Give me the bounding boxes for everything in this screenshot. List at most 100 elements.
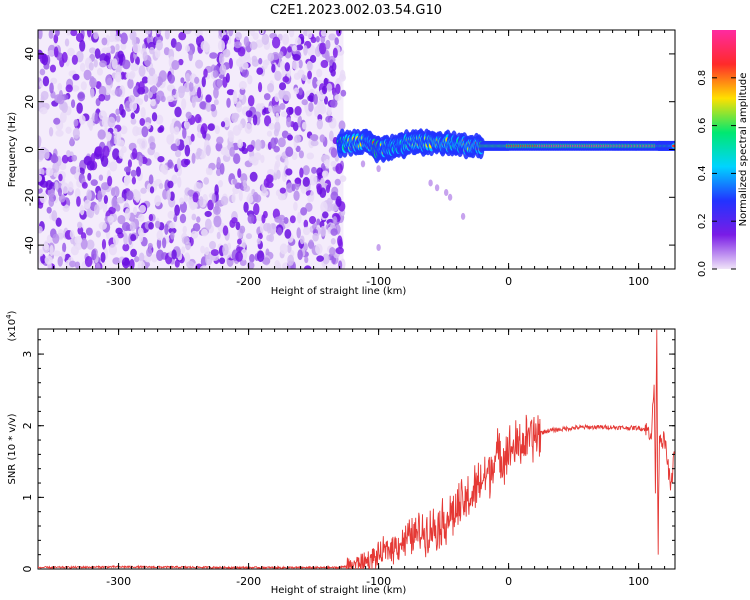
noise-cell: [203, 68, 208, 78]
noise-cell: [117, 214, 126, 225]
noise-cell: [81, 181, 88, 189]
noise-cell: [243, 185, 251, 192]
noise-cell: [239, 225, 246, 234]
noise-cell: [287, 254, 295, 266]
noise-cell: [330, 99, 338, 108]
scatter-point: [376, 165, 381, 173]
noise-cell: [86, 239, 95, 250]
noise-cell: [330, 203, 339, 212]
noise-cell: [247, 95, 255, 107]
noise-cell: [274, 160, 281, 168]
noise-cell: [286, 117, 292, 128]
noise-cell: [147, 242, 153, 249]
noise-cell: [237, 123, 243, 131]
noise-cell: [141, 126, 149, 138]
noise-cell: [55, 30, 60, 37]
noise-cell: [188, 49, 193, 62]
noise-cell: [53, 34, 59, 44]
noise-cell: [307, 60, 313, 71]
noise-cell: [213, 215, 222, 228]
noise-cell: [120, 32, 128, 45]
noise-cell: [112, 257, 121, 265]
noise-cell: [220, 147, 229, 156]
noise-cell: [48, 197, 55, 208]
noise-cell: [321, 211, 329, 219]
noise-cell: [120, 42, 127, 51]
noise-cell: [39, 192, 47, 204]
noise-cell: [315, 35, 320, 43]
noise-cell: [309, 134, 318, 141]
noise-cell: [52, 161, 60, 173]
noise-cell: [266, 222, 271, 234]
noise-cell: [258, 57, 263, 65]
noise-cell: [316, 255, 324, 262]
noise-cell: [301, 121, 307, 130]
noise-cell: [330, 69, 336, 77]
noise-cell: [194, 30, 201, 37]
scatter-point: [428, 179, 433, 187]
noise-cell: [60, 182, 70, 194]
y-tick-label: 0: [21, 566, 34, 573]
noise-cell: [285, 146, 294, 158]
y-axis-label: Frequency (Hz): [7, 112, 18, 188]
noise-cell: [302, 226, 311, 236]
noise-cell: [294, 134, 302, 144]
noise-cell: [291, 45, 298, 52]
noise-cell: [169, 122, 175, 135]
noise-cell: [293, 72, 301, 81]
noise-cell: [181, 246, 186, 254]
noise-cell: [115, 43, 120, 51]
x-tick-label: -200: [236, 275, 261, 288]
noise-cell: [181, 98, 187, 111]
noise-cell: [102, 201, 108, 213]
noise-cell: [57, 187, 63, 197]
noise-cell: [322, 253, 330, 265]
noise-cell: [259, 102, 265, 110]
noise-cell: [125, 72, 131, 80]
noise-cell: [179, 197, 185, 205]
noise-cell: [97, 129, 106, 140]
noise-cell: [130, 169, 137, 178]
noise-cell: [171, 174, 178, 185]
colorbar-tick-label: 0.8: [697, 70, 708, 86]
noise-cell: [241, 68, 249, 78]
noise-cell: [236, 101, 243, 113]
noise-cell: [91, 249, 97, 261]
noise-cell: [334, 94, 342, 101]
noise-cell: [222, 243, 229, 256]
noise-cell: [101, 182, 110, 191]
noise-cell: [325, 39, 331, 50]
noise-cell: [329, 130, 334, 142]
noise-cell: [162, 237, 167, 249]
noise-cell: [253, 152, 262, 161]
noise-cell: [282, 33, 290, 46]
noise-cell: [175, 41, 183, 52]
noise-cell: [183, 136, 190, 148]
noise-cell: [108, 206, 116, 215]
noise-cell: [310, 140, 319, 147]
noise-cell: [309, 54, 317, 63]
noise-cell: [301, 74, 308, 81]
noise-cell: [71, 54, 78, 65]
noise-cell: [277, 137, 286, 148]
noise-cell: [68, 260, 77, 268]
noise-cell: [115, 108, 120, 116]
noise-cell: [307, 102, 314, 112]
noise-cell: [265, 174, 274, 184]
noise-cell: [235, 31, 242, 41]
noise-cell: [205, 102, 212, 112]
noise-cell: [118, 149, 124, 159]
noise-cell: [78, 114, 86, 125]
noise-cell: [69, 229, 75, 239]
noise-cell: [301, 99, 308, 106]
noise-cell: [197, 86, 202, 99]
noise-cell: [99, 60, 107, 68]
noise-cell: [220, 195, 229, 206]
noise-cell: [303, 219, 309, 229]
noise-cell: [170, 231, 175, 240]
noise-cell: [195, 59, 204, 69]
y-tick-label: 0: [23, 146, 36, 153]
noise-cell: [135, 166, 141, 177]
snr-plot: -300 -200 -100 0 100 0 1 2 3 Height of straight l…: [5, 310, 676, 596]
